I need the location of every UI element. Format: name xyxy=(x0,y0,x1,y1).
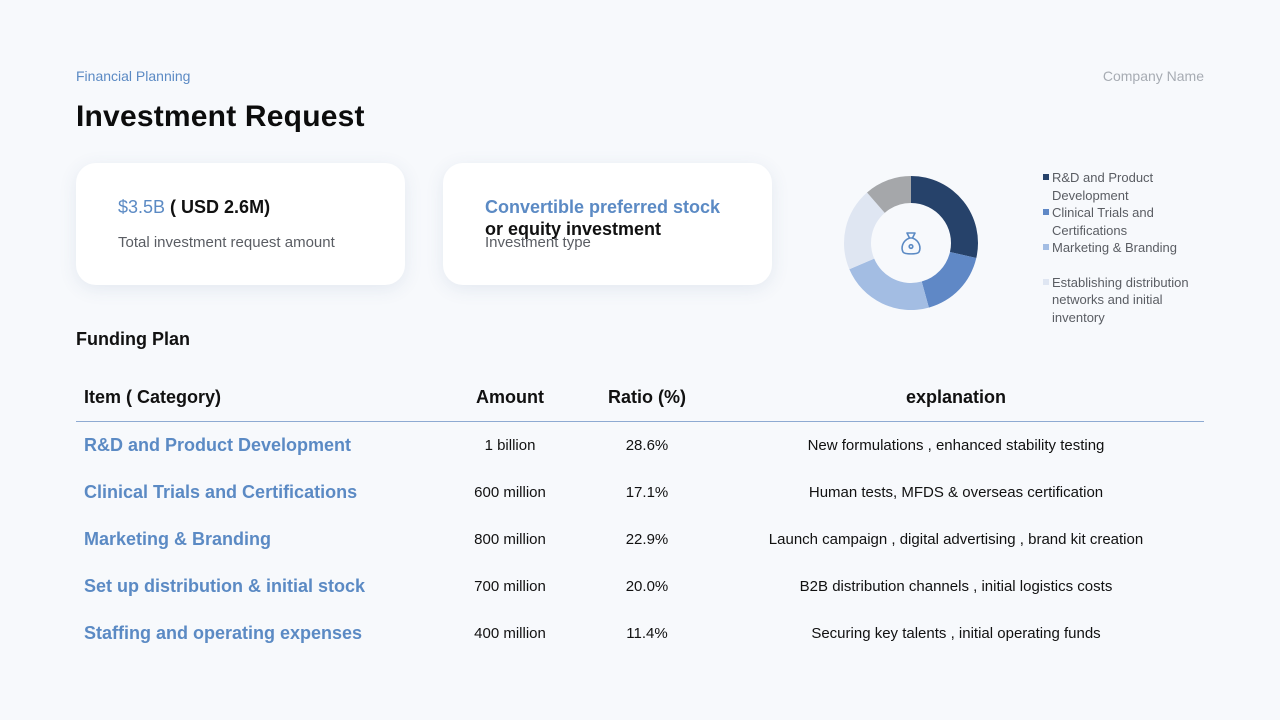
row-amount: 800 million xyxy=(474,531,546,548)
investment-type-label: Investment type xyxy=(485,234,591,251)
header-explanation: explanation xyxy=(905,387,1007,407)
legend-swatch xyxy=(1043,278,1049,285)
legend-swatch xyxy=(1043,244,1049,250)
investment-amount-value: $3.5B xyxy=(118,197,166,217)
investment-type-value: Convertible preferred stock xyxy=(485,197,721,217)
donut-slice-1 xyxy=(921,251,977,308)
donut-slice-2 xyxy=(849,258,929,310)
row-explanation: Human tests, MFDS & overseas certificati… xyxy=(808,484,1104,501)
row-amount: 400 million xyxy=(474,625,546,642)
investment-type: Convertible preferred stock or equity inv… xyxy=(485,196,720,240)
donut-slice-3 xyxy=(844,192,885,270)
table-row: Staffing and operating expenses 400 mill… xyxy=(76,610,1204,657)
row-ratio: 28.6% xyxy=(625,437,669,454)
table-row: Marketing & Branding 800 million 22.9% L… xyxy=(76,516,1204,563)
legend-label: Clinical Trials and Certifications xyxy=(1052,205,1154,238)
page-title: Investment Request xyxy=(76,100,365,133)
row-ratio: 17.1% xyxy=(625,484,669,501)
row-explanation: Launch campaign , digital advertising , … xyxy=(768,531,1144,548)
section-eyebrow: Financial Planning xyxy=(76,68,191,84)
row-explanation: B2B distribution channels , initial logi… xyxy=(799,578,1113,595)
donut-slice-0 xyxy=(911,176,978,259)
investment-amount: $3.5B ( USD 2.6M) xyxy=(118,196,270,218)
row-amount: 600 million xyxy=(474,484,546,501)
legend-item: Marketing & Branding xyxy=(1043,239,1213,257)
funding-plan-title: Funding Plan xyxy=(76,329,190,349)
row-amount: 1 billion xyxy=(484,437,536,454)
donut-slice-4 xyxy=(867,176,911,213)
legend-swatch xyxy=(1043,174,1049,180)
header-item: Item ( Category) xyxy=(84,387,222,407)
table-row: R&D and Product Development 1 billion 28… xyxy=(76,422,1204,469)
legend-item: R&D and Product Development xyxy=(1043,169,1213,204)
investment-type-card: Convertible preferred stock or equity inv… xyxy=(443,163,772,285)
row-item: Set up distribution & initial stock xyxy=(84,576,366,596)
legend-label: Establishing distribution networks and i… xyxy=(1052,274,1189,325)
legend-swatch xyxy=(1043,209,1049,215)
legend-label: R&D and Product Development xyxy=(1052,170,1154,203)
company-name: Company Name xyxy=(1102,68,1204,84)
row-item: Clinical Trials and Certifications xyxy=(84,482,358,502)
money-bag-icon xyxy=(901,232,921,255)
table-row: Set up distribution & initial stock 700 … xyxy=(76,563,1204,610)
legend-item: Establishing distribution networks and i… xyxy=(1043,274,1213,327)
donut-slices xyxy=(844,176,978,310)
table-body: R&D and Product Development 1 billion 28… xyxy=(76,422,1204,657)
row-item: Marketing & Branding xyxy=(84,529,272,549)
table-header-row: Item ( Category) Amount Ratio (%) explan… xyxy=(76,374,1204,422)
row-ratio: 20.0% xyxy=(625,578,669,595)
header-amount: Amount xyxy=(476,387,544,407)
allocation-donut-chart xyxy=(844,176,978,310)
legend-label: Marketing & Branding xyxy=(1052,240,1178,255)
row-item: Staffing and operating expenses xyxy=(84,623,363,643)
header-ratio: Ratio (%) xyxy=(608,387,686,407)
chart-legend: R&D and Product Development Clinical Tria… xyxy=(1043,169,1213,326)
legend-item: Clinical Trials and Certifications xyxy=(1043,204,1213,239)
row-explanation: New formulations , enhanced stability te… xyxy=(807,437,1105,454)
row-amount: 700 million xyxy=(474,578,546,595)
funding-plan-table: Item ( Category) Amount Ratio (%) explan… xyxy=(76,374,1204,657)
investment-amount-usd: ( USD 2.6M) xyxy=(165,197,271,217)
row-ratio: 22.9% xyxy=(625,531,669,548)
row-ratio: 11.4% xyxy=(626,625,668,642)
investment-type-value-line2: or equity investment xyxy=(485,219,662,239)
table-row: Clinical Trials and Certifications 600 m… xyxy=(76,469,1204,516)
row-item: R&D and Product Development xyxy=(84,435,352,455)
investment-amount-card: $3.5B ( USD 2.6M) Total investment reque… xyxy=(76,163,405,285)
row-explanation: Securing key talents , initial operating… xyxy=(811,625,1101,642)
investment-amount-label: Total investment request amount xyxy=(118,234,335,251)
